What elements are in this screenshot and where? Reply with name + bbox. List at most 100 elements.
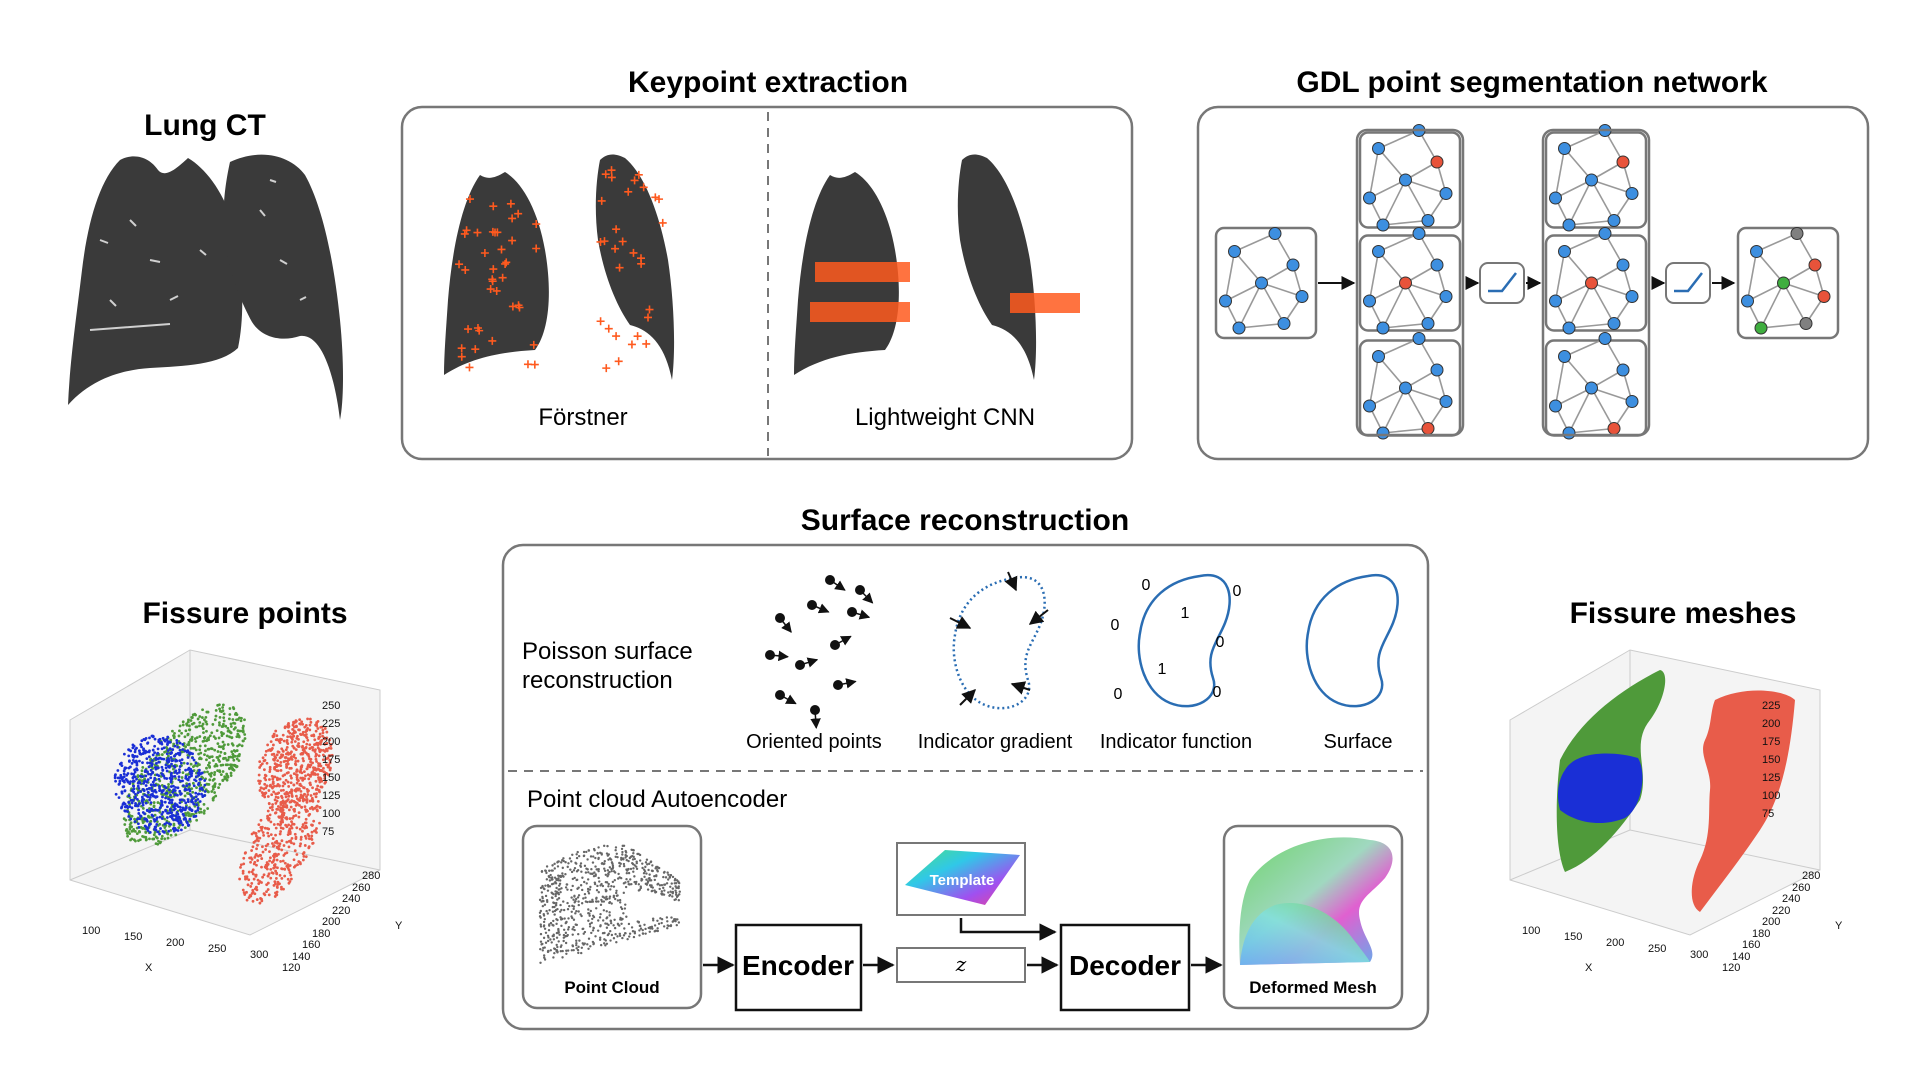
fissure-point	[288, 830, 292, 834]
cloud-point	[566, 865, 569, 869]
fissure-point	[166, 832, 170, 836]
cloud-point	[594, 873, 597, 876]
cloud-point	[647, 926, 650, 930]
fissure-point	[315, 787, 319, 791]
graph-edge	[1747, 282, 1784, 302]
fissure-point	[214, 794, 218, 798]
fissure-point	[322, 736, 326, 740]
fissure-point	[243, 737, 247, 740]
fissure-point	[250, 870, 254, 874]
cloud-point	[562, 933, 566, 937]
fissure-point	[219, 773, 223, 777]
keypoint-cross	[488, 336, 497, 345]
fissure-point	[310, 734, 314, 737]
cloud-point	[624, 856, 627, 859]
cloud-point	[607, 882, 610, 886]
cloud-point	[557, 927, 560, 931]
cloud-point	[599, 924, 602, 927]
keypoint-cross	[486, 285, 495, 294]
fissure-point	[273, 798, 277, 802]
fissure-point	[272, 863, 276, 867]
fissure-point	[192, 721, 196, 725]
fissure-point	[294, 760, 298, 763]
fissure-point	[280, 887, 283, 891]
fissure-point	[281, 774, 285, 778]
fissure-point	[250, 892, 254, 895]
fissure-point	[194, 779, 198, 783]
cloud-point	[674, 891, 678, 894]
fissure-point	[141, 807, 145, 810]
fissure-point	[324, 780, 328, 784]
fissure-point	[165, 745, 168, 749]
cloud-point	[545, 865, 549, 868]
fissure-point	[140, 739, 144, 743]
cloud-point	[608, 914, 611, 917]
graph-edge	[1554, 356, 1566, 407]
cloud-point	[625, 868, 628, 871]
fissure-point	[182, 817, 186, 821]
fissure-point	[220, 730, 223, 734]
fissure-point	[150, 764, 154, 767]
cloud-point	[613, 926, 617, 930]
fissure-point	[276, 841, 279, 845]
fissure-point	[184, 813, 188, 817]
fissure-point	[269, 749, 273, 752]
graph-edge	[1368, 148, 1380, 199]
activation-box	[1479, 262, 1525, 304]
fissure-point	[275, 885, 279, 888]
cloud-point	[547, 875, 551, 878]
fissure-point	[296, 734, 299, 738]
cloud-point	[565, 949, 568, 952]
fissure-point	[198, 715, 202, 718]
fissure-point	[327, 746, 331, 750]
cloud-point	[559, 910, 562, 913]
fissure-point	[194, 775, 198, 779]
fissure-point	[178, 748, 182, 752]
cloud-point	[581, 876, 584, 879]
keypoint-cross	[612, 225, 621, 234]
fissure-point	[295, 773, 299, 777]
cloud-point	[588, 922, 592, 926]
cloud-point	[662, 886, 665, 890]
cloud-point	[557, 874, 560, 877]
fissure-point	[305, 742, 309, 746]
title-fissure-meshes: Fissure meshes	[1570, 597, 1797, 630]
cloud-point	[593, 882, 597, 886]
fissure-point	[263, 826, 267, 830]
title-lung-ct: Lung CT	[144, 109, 266, 142]
cloud-point	[663, 870, 666, 874]
fissure-point	[226, 774, 230, 778]
cloud-point	[609, 888, 612, 891]
fissure-point	[268, 778, 271, 781]
fissure-point	[299, 765, 303, 769]
fissure-point	[158, 810, 162, 814]
cloud-point	[662, 925, 666, 928]
autoencoder-label: Point cloud Autoencoder	[527, 786, 787, 813]
fissure-point	[293, 789, 297, 792]
fissure-point	[231, 752, 235, 756]
cloud-point	[587, 871, 590, 874]
fissure-point	[281, 749, 285, 753]
cloud-point	[561, 858, 564, 862]
cloud-point	[610, 867, 613, 871]
fissure-point	[166, 735, 170, 739]
fissure-point	[190, 769, 194, 773]
fissure-point	[257, 829, 261, 833]
keypoint-extraction-box	[400, 105, 1134, 461]
cloud-point	[644, 861, 648, 864]
cloud-point	[627, 867, 630, 871]
fissure-point	[216, 742, 220, 746]
fissure-point	[130, 761, 134, 765]
cloud-point	[590, 931, 593, 935]
cloud-point	[595, 907, 598, 910]
cloud-point	[570, 870, 574, 874]
cloud-point	[539, 916, 542, 919]
fissure-point	[149, 801, 153, 805]
fissure-point	[262, 768, 266, 772]
cloud-point	[608, 895, 612, 898]
fissure-point	[197, 781, 201, 785]
fissure-point	[167, 785, 170, 789]
fissure-point	[309, 837, 313, 841]
fissure-point	[261, 756, 265, 760]
fissure-point	[195, 736, 199, 740]
